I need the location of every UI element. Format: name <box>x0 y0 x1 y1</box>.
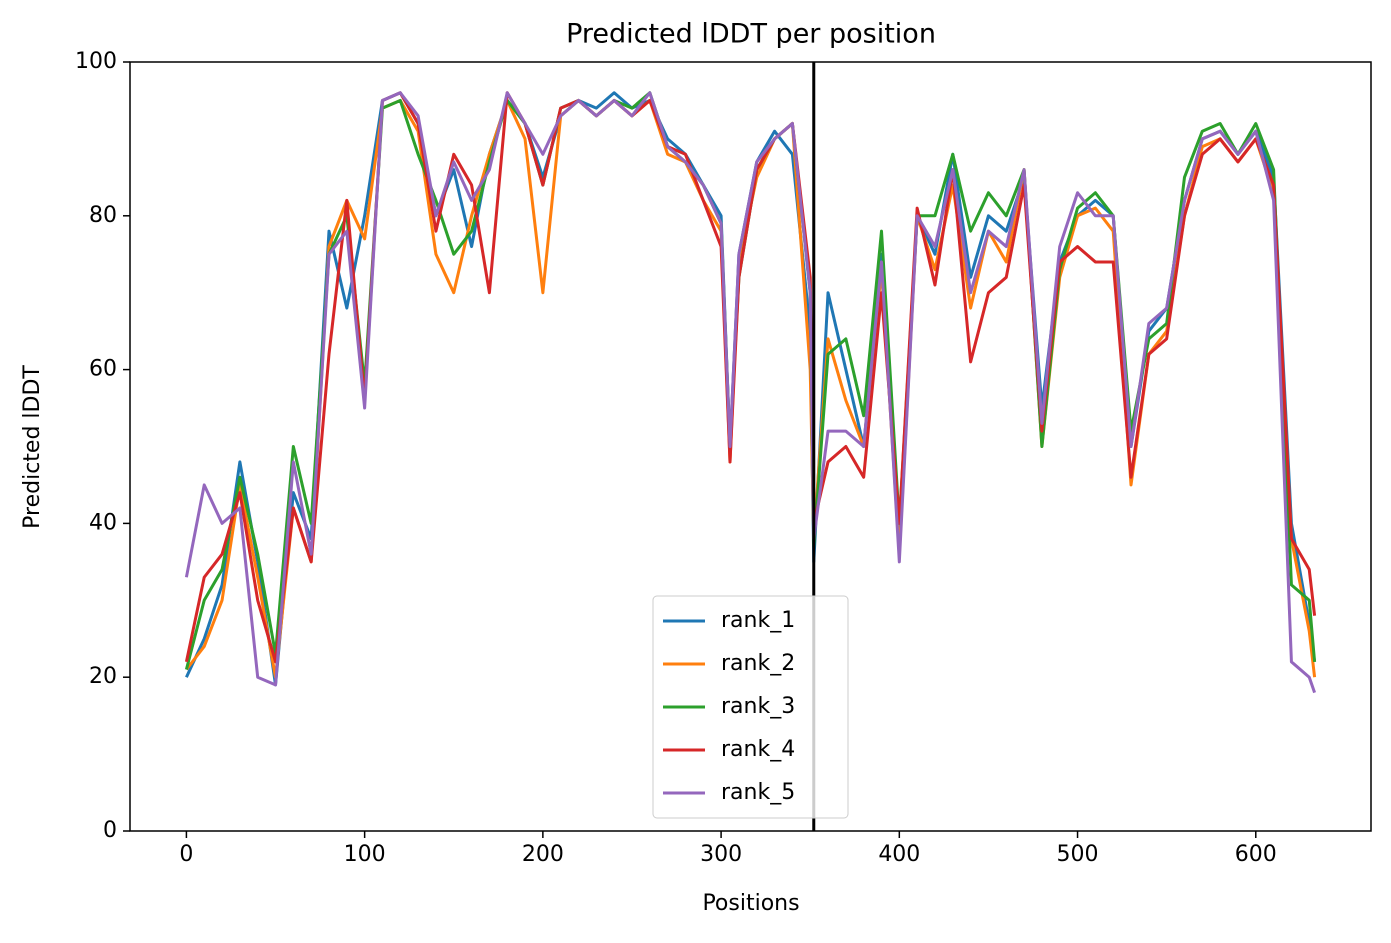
x-tick-label: 100 <box>344 842 386 867</box>
x-tick-label: 400 <box>878 842 920 867</box>
y-tick-label: 80 <box>89 203 117 228</box>
x-tick-label: 600 <box>1235 842 1277 867</box>
y-tick-label: 60 <box>89 357 117 382</box>
legend-label: rank_2 <box>721 651 795 676</box>
series-line <box>184 91 1317 694</box>
legend-label: rank_5 <box>721 780 795 805</box>
y-tick-label: 20 <box>89 664 117 689</box>
series-line <box>184 91 1317 664</box>
legend-label: rank_1 <box>721 608 795 633</box>
y-tick-label: 100 <box>75 49 117 74</box>
y-axis-label: Predicted lDDT <box>20 365 45 529</box>
x-tick-label: 300 <box>700 842 742 867</box>
x-tick-label: 500 <box>1057 842 1099 867</box>
plot-frame <box>129 61 1372 832</box>
x-tick-label: 0 <box>179 842 193 867</box>
legend-label: rank_4 <box>721 737 795 762</box>
legend-box <box>652 595 849 819</box>
legend-label: rank_3 <box>721 694 795 719</box>
y-tick-label: 40 <box>89 510 117 535</box>
chart-title: Predicted lDDT per position <box>566 19 936 50</box>
x-axis-label: Positions <box>702 891 799 916</box>
x-tick-label: 200 <box>522 842 564 867</box>
y-tick-label: 0 <box>103 818 117 843</box>
